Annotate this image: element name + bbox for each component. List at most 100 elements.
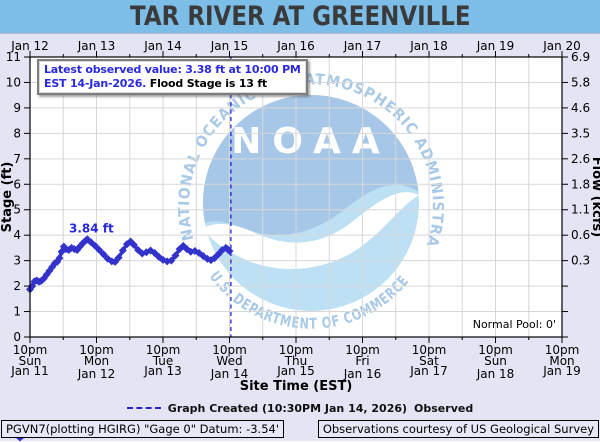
hydrograph-chart: NOAA NATIONAL OCEANIC AND ATMOSPHERIC AD… xyxy=(0,32,600,394)
flow-tick-label: 4.6 xyxy=(571,101,590,115)
observed-marker xyxy=(129,240,138,249)
top-axis-label: Jan 14 xyxy=(143,39,182,53)
top-axis-label: Jan 15 xyxy=(210,39,249,53)
bottom-axis-day: Fri xyxy=(355,354,369,368)
observed-marker xyxy=(91,241,100,250)
bottom-axis-day: Sat xyxy=(419,354,439,368)
flow-tick-label: 1.1 xyxy=(571,203,590,217)
bottom-axis-time: 10pm xyxy=(212,343,247,357)
observed-marker xyxy=(55,254,64,263)
observed-marker xyxy=(225,246,234,255)
stage-tick-label: 1 xyxy=(13,305,21,319)
flow-tick-label: 0.6 xyxy=(571,228,590,242)
flow-axis-title: Flow (kcfs) xyxy=(589,157,600,237)
top-axis-label: Jan 18 xyxy=(409,39,448,53)
graph-created-label: Graph Created (10:30PM Jan 14, 2026) xyxy=(167,401,408,415)
observed-marker xyxy=(203,254,212,263)
top-axis-label: Jan 16 xyxy=(276,39,315,53)
latest-observed-info-box: Latest observed value: 3.38 ft at 10:00 … xyxy=(37,59,308,95)
observed-label: Observed xyxy=(414,401,474,415)
bottom-axis-date: Jan 19 xyxy=(542,364,581,378)
stage-tick-label: 4 xyxy=(13,228,21,242)
bottom-axis-date: Jan 17 xyxy=(409,364,448,378)
observed-marker xyxy=(159,255,167,264)
graph-created-dash-sample xyxy=(126,407,161,409)
bottom-axis-day: Mon xyxy=(84,354,109,368)
observed-marker xyxy=(95,245,104,254)
flow-tick-label: 0.3 xyxy=(571,254,590,268)
stage-tick-label: 8 xyxy=(13,126,21,140)
flow-tick-label: 3.5 xyxy=(571,126,590,140)
chart-annotations: 3.84 ft Normal Pool: 0' xyxy=(69,57,556,337)
top-axis-label: Jan 20 xyxy=(542,39,581,53)
bottom-axis-time: 10pm xyxy=(478,343,513,357)
bottom-axis-day: Tue xyxy=(152,354,174,368)
x-axis-title: Site Time (EST) xyxy=(240,379,353,394)
top-axis-label: Jan 13 xyxy=(77,39,116,53)
observed-series xyxy=(26,235,234,294)
observed-marker xyxy=(214,250,223,259)
bottom-axis-day: Sun xyxy=(19,354,42,368)
bottom-axis-day: Thu xyxy=(284,354,308,368)
noaa-logo-sky xyxy=(203,95,419,236)
bottom-axis-date: Jan 12 xyxy=(77,367,116,381)
observed-marker xyxy=(122,240,131,249)
observed-marker xyxy=(99,250,108,259)
bottom-axis-time: 10pm xyxy=(13,343,48,357)
observed-marker xyxy=(42,270,51,279)
grid-lines xyxy=(30,57,562,337)
flow-tick-label: 1.8 xyxy=(571,177,590,191)
stage-tick-label: 9 xyxy=(13,101,21,115)
bottom-axis-date: Jan 13 xyxy=(143,364,182,378)
bottom-axis-date: Jan 11 xyxy=(10,364,49,378)
observed-marker xyxy=(206,256,215,265)
peak-value-annotation: 3.84 ft xyxy=(69,221,114,235)
noaa-logo-bird-icon xyxy=(203,192,419,269)
gage-datum-text: PGVN7(plotting HGIRG) "Gage 0" Datum: -3… xyxy=(6,422,279,436)
bottom-axis-day: Sun xyxy=(484,354,507,368)
top-axis-label: Jan 19 xyxy=(476,39,515,53)
stage-tick-label: 11 xyxy=(6,50,21,64)
normal-pool-label: Normal Pool: 0' xyxy=(473,318,556,331)
flood-stage-text: Flood Stage is 13 ft xyxy=(149,77,267,90)
flow-tick-label: 6.9 xyxy=(571,50,590,64)
bottom-axis-date: Jan 18 xyxy=(476,367,515,381)
bottom-axis-time: 10pm xyxy=(345,343,380,357)
stage-axis-title: Stage (ft) xyxy=(0,162,15,233)
stage-tick-label: 5 xyxy=(13,203,21,217)
page-title: TAR RIVER AT GREENVILLE xyxy=(129,1,471,32)
observed-value-text: Latest observed value: 3.38 ft at 10:00 … xyxy=(44,63,301,76)
legend: Graph Created (10:30PM Jan 14, 2026) Obs… xyxy=(0,400,600,442)
bottom-axis-date: Jan 14 xyxy=(210,367,249,381)
top-axis-label: Jan 12 xyxy=(10,39,49,53)
gage-datum-box: PGVN7(plotting HGIRG) "Gage 0" Datum: -3… xyxy=(1,420,284,438)
observed-marker xyxy=(171,251,180,260)
observed-marker xyxy=(118,246,127,255)
stage-tick-label: 10 xyxy=(6,75,21,89)
flow-tick-label: 2.6 xyxy=(571,152,590,166)
bottom-axis-day: Mon xyxy=(549,354,574,368)
bottom-axis-time: 10pm xyxy=(412,343,447,357)
bottom-axis-day: Wed xyxy=(216,354,242,368)
observations-credit-text: Observations courtesy of US Geological S… xyxy=(322,422,594,436)
observed-marker xyxy=(114,253,123,262)
bottom-axis-time: 10pm xyxy=(79,343,114,357)
stage-tick-label: 6 xyxy=(13,177,21,191)
observed-marker xyxy=(39,274,48,283)
noaa-logo-text: NOAA xyxy=(231,121,391,162)
top-axis-label: Jan 17 xyxy=(343,39,382,53)
bottom-axis-time: 10pm xyxy=(146,343,181,357)
bottom-axis-date: Jan 16 xyxy=(343,367,382,381)
bottom-axis-time: 10pm xyxy=(279,343,314,357)
stage-tick-label: 3 xyxy=(13,254,21,268)
flow-tick-label: 5.8 xyxy=(571,75,590,89)
observed-date-text: EST 14-Jan-2026. xyxy=(44,77,147,90)
observed-marker xyxy=(59,242,68,251)
observed-marker xyxy=(199,252,208,261)
axes: Jan 12 Jan 13 Jan 14 Jan 15 Jan 16 Jan 17 Jan … xyxy=(0,39,600,394)
stage-tick-label: 7 xyxy=(13,152,21,166)
observations-credit-box: Observations courtesy of US Geological S… xyxy=(317,420,599,438)
observed-marker xyxy=(167,256,176,265)
stage-tick-label: 2 xyxy=(13,279,21,293)
